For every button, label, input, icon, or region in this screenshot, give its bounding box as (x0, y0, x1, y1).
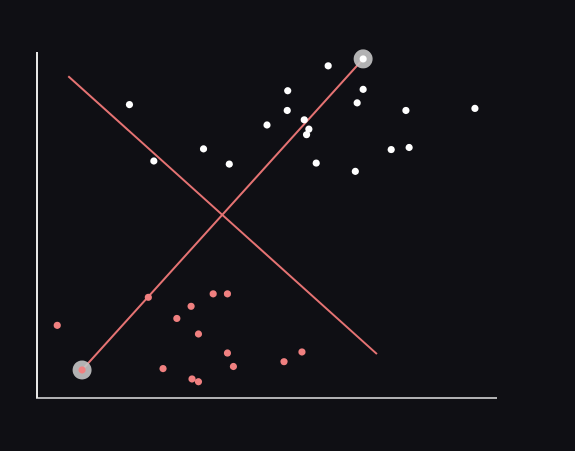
point-series2-7 (188, 375, 196, 383)
point-series1-10 (305, 125, 313, 133)
point-series2-8 (194, 378, 203, 386)
fit-line-2 (67, 75, 378, 355)
point-series1-16 (387, 145, 395, 154)
point-series2-14 (280, 358, 288, 366)
point-series2-12 (223, 290, 232, 298)
point-series1-19 (471, 104, 479, 112)
point-series1-8 (300, 116, 308, 124)
data-points (53, 62, 479, 386)
point-series1-15 (351, 167, 359, 175)
point-series1-7 (283, 106, 291, 115)
point-series2-13 (229, 362, 238, 371)
point-series2-6 (187, 302, 195, 310)
highlight-dot-2 (359, 55, 367, 63)
point-series2-5 (173, 314, 181, 323)
point-series2-11 (223, 349, 232, 357)
point-series2-3 (144, 293, 152, 301)
axes (36, 52, 497, 399)
point-series1-6 (284, 87, 292, 95)
point-series2-15 (298, 348, 306, 356)
highlight-dot-1 (78, 366, 86, 374)
point-series1-17 (402, 106, 410, 115)
point-series2-1 (53, 321, 61, 329)
point-series1-5 (263, 121, 271, 129)
point-series2-9 (194, 330, 203, 338)
highlighted-points (72, 49, 373, 380)
point-series2-4 (159, 364, 167, 373)
point-series1-2 (150, 157, 158, 165)
point-series1-18 (405, 143, 413, 152)
point-series1-12 (324, 62, 332, 70)
fit-lines (67, 58, 378, 371)
point-series1-4 (225, 160, 233, 168)
point-series1-1 (125, 100, 134, 109)
point-series2-10 (209, 290, 217, 298)
point-series1-9 (302, 131, 311, 139)
point-series1-3 (199, 145, 208, 153)
point-series1-11 (312, 159, 320, 167)
point-series1-13 (353, 99, 361, 107)
point-series1-14 (359, 85, 367, 93)
